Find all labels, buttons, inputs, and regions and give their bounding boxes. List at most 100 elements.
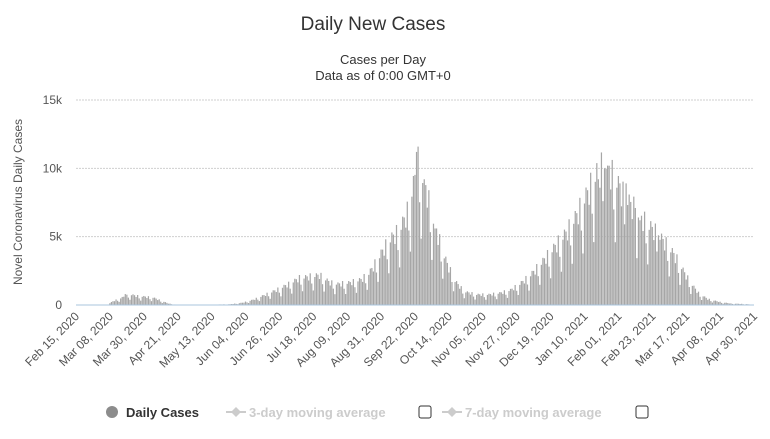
daily-cases-bar[interactable] [520, 281, 522, 305]
daily-cases-bar[interactable] [120, 298, 122, 305]
daily-cases-bar[interactable] [140, 300, 142, 305]
daily-cases-bar[interactable] [292, 282, 294, 305]
daily-cases-bar[interactable] [693, 285, 695, 305]
daily-cases-bar[interactable] [556, 252, 558, 305]
daily-cases-bar[interactable] [335, 284, 338, 305]
daily-cases-bar[interactable] [670, 252, 672, 305]
daily-cases-bar[interactable] [395, 224, 398, 305]
daily-cases-bar[interactable] [651, 226, 653, 305]
daily-cases-bar[interactable] [167, 303, 170, 305]
daily-cases-bar[interactable] [261, 295, 264, 305]
daily-cases-bar[interactable] [357, 281, 359, 305]
daily-cases-bar[interactable] [479, 294, 481, 305]
daily-cases-bar[interactable] [653, 240, 655, 305]
daily-cases-bar[interactable] [736, 303, 738, 305]
daily-cases-bar[interactable] [648, 229, 650, 305]
daily-cases-bar[interactable] [643, 211, 646, 305]
daily-cases-bar[interactable] [645, 243, 647, 305]
daily-cases-bar[interactable] [332, 288, 334, 305]
daily-cases-bar[interactable] [166, 302, 168, 305]
daily-cases-bar[interactable] [722, 303, 724, 305]
daily-cases-bar[interactable] [671, 248, 673, 305]
daily-cases-bar[interactable] [294, 278, 296, 305]
daily-cases-bar[interactable] [506, 297, 509, 305]
daily-cases-bar[interactable] [557, 235, 559, 305]
daily-cases-bar[interactable] [439, 234, 441, 305]
daily-cases-bar[interactable] [417, 146, 419, 305]
daily-cases-bar[interactable] [360, 278, 362, 305]
daily-cases-bar[interactable] [365, 283, 367, 305]
daily-cases-bar[interactable] [459, 288, 461, 305]
daily-cases-bar[interactable] [741, 303, 743, 305]
daily-cases-bar[interactable] [710, 301, 712, 305]
daily-cases-bar[interactable] [662, 238, 664, 305]
daily-cases-bar[interactable] [625, 183, 627, 305]
daily-cases-bar[interactable] [650, 221, 652, 305]
daily-cases-bar[interactable] [474, 299, 476, 305]
daily-cases-bar[interactable] [542, 257, 544, 305]
daily-cases-bar[interactable] [283, 284, 285, 305]
daily-cases-bar[interactable] [639, 220, 641, 305]
daily-cases-bar[interactable] [717, 302, 720, 305]
daily-cases-bar[interactable] [560, 271, 562, 305]
daily-cases-bar[interactable] [628, 194, 630, 305]
daily-cases-bar[interactable] [419, 202, 421, 305]
daily-cases-bar[interactable] [374, 259, 376, 305]
daily-cases-bar[interactable] [588, 204, 590, 305]
daily-cases-bar[interactable] [590, 172, 592, 305]
daily-cases-bar[interactable] [730, 303, 732, 305]
daily-cases-bar[interactable] [240, 302, 242, 305]
daily-cases-bar[interactable] [680, 269, 683, 306]
daily-cases-bar[interactable] [386, 259, 388, 305]
daily-cases-bar[interactable] [497, 293, 499, 305]
daily-cases-bar[interactable] [460, 286, 462, 305]
daily-cases-bar[interactable] [596, 163, 598, 305]
daily-cases-bar[interactable] [133, 295, 136, 305]
daily-cases-bar[interactable] [536, 264, 538, 305]
daily-cases-bar[interactable] [519, 284, 521, 305]
daily-cases-bar[interactable] [529, 276, 532, 305]
legend-3-day-checkbox[interactable] [418, 405, 432, 419]
daily-cases-bar[interactable] [687, 275, 689, 305]
daily-cases-bar[interactable] [411, 196, 413, 305]
daily-cases-bar[interactable] [688, 287, 690, 305]
daily-cases-bar[interactable] [271, 292, 273, 305]
daily-cases-bar[interactable] [660, 233, 663, 305]
daily-cases-bar[interactable] [576, 213, 578, 305]
daily-cases-bar[interactable] [565, 231, 567, 305]
daily-cases-bar[interactable] [554, 244, 556, 305]
daily-cases-bar[interactable] [500, 292, 502, 305]
daily-cases-bar[interactable] [630, 201, 632, 305]
daily-cases-bar[interactable] [640, 215, 643, 305]
daily-cases-bar[interactable] [355, 292, 358, 305]
daily-cases-bar[interactable] [480, 295, 482, 305]
daily-cases-bar[interactable] [605, 168, 607, 305]
daily-cases-bar[interactable] [471, 292, 473, 305]
daily-cases-bar[interactable] [423, 179, 425, 305]
daily-cases-bar[interactable] [289, 288, 291, 305]
daily-cases-bar[interactable] [238, 303, 240, 305]
daily-cases-bar[interactable] [476, 294, 478, 305]
daily-cases-bar[interactable] [685, 279, 687, 305]
daily-cases-bar[interactable] [405, 227, 407, 305]
daily-cases-bar[interactable] [631, 219, 633, 305]
daily-cases-bar[interactable] [451, 282, 453, 305]
daily-cases-bar[interactable] [281, 287, 284, 305]
daily-cases-bar[interactable] [440, 261, 442, 305]
daily-cases-bar[interactable] [469, 294, 472, 305]
daily-cases-bar[interactable] [634, 207, 636, 305]
daily-cases-bar[interactable] [163, 301, 165, 305]
daily-cases-bar[interactable] [449, 267, 452, 305]
daily-cases-bar[interactable] [314, 277, 316, 305]
daily-cases-bar[interactable] [445, 256, 447, 305]
daily-cases-bar[interactable] [318, 279, 321, 305]
daily-cases-bar[interactable] [608, 165, 610, 305]
daily-cases-bar[interactable] [734, 303, 737, 305]
daily-cases-bar[interactable] [280, 296, 282, 305]
daily-cases-bar[interactable] [400, 229, 402, 305]
daily-cases-bar[interactable] [312, 290, 314, 305]
daily-cases-bar[interactable] [694, 288, 697, 305]
daily-cases-bar[interactable] [329, 285, 331, 305]
daily-cases-bar[interactable] [696, 292, 698, 305]
daily-cases-bar[interactable] [129, 299, 131, 305]
